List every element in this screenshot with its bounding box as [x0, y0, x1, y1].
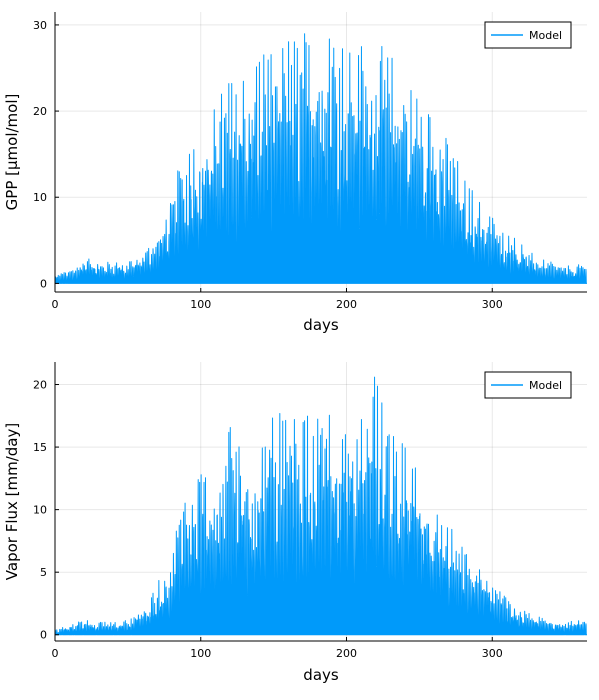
vapor-ticks: 0 100 200 300 0 5 10 15 20: [33, 379, 503, 660]
vapor-flux-chart: 0 100 200 300 0 5 10 15 20 days Vapor Flux [mm/d…: [3, 362, 588, 684]
vapor-axes-frame: [54, 362, 587, 642]
x-tick-label: 100: [190, 647, 211, 660]
y-tick-label: 5: [40, 566, 47, 579]
y-tick-label: 10: [33, 191, 47, 204]
vapor-model-trace: [54, 376, 588, 636]
y-tick-label: 20: [33, 379, 47, 392]
vapor-legend-label: Model: [529, 379, 562, 392]
y-tick-label: 20: [33, 105, 47, 118]
gpp-axes-frame: [54, 12, 587, 293]
x-tick-label: 0: [52, 298, 59, 311]
x-tick-label: 100: [190, 298, 211, 311]
gpp-legend-label: Model: [529, 29, 562, 42]
vapor-x-axis-label: days: [303, 666, 339, 684]
y-tick-label: 30: [33, 19, 47, 32]
gpp-x-axis-label: days: [303, 316, 339, 334]
vapor-legend: Model: [484, 371, 572, 399]
y-tick-label: 10: [33, 504, 47, 517]
gpp-y-axis-label: GPP [μmol/mol]: [3, 94, 21, 211]
y-tick-label: 0: [40, 277, 47, 290]
vapor-series-model: [54, 376, 588, 636]
vapor-y-axis-label: Vapor Flux [mm/day]: [3, 423, 21, 580]
x-tick-label: 300: [482, 647, 503, 660]
gpp-ticks: 0 100 200 300 0 10 20 30: [33, 19, 503, 311]
x-tick-label: 200: [336, 647, 357, 660]
x-tick-label: 0: [52, 647, 59, 660]
x-tick-label: 300: [482, 298, 503, 311]
gpp-chart: 0 100 200 300 0 10 20 30 days GPP [μmol/mol] Mo…: [3, 12, 588, 334]
gpp-model-trace: [54, 33, 588, 284]
y-tick-label: 15: [33, 441, 47, 454]
gpp-legend: Model: [484, 21, 572, 49]
y-tick-label: 0: [40, 629, 47, 642]
x-tick-label: 200: [336, 298, 357, 311]
gpp-series-model: [54, 33, 588, 284]
